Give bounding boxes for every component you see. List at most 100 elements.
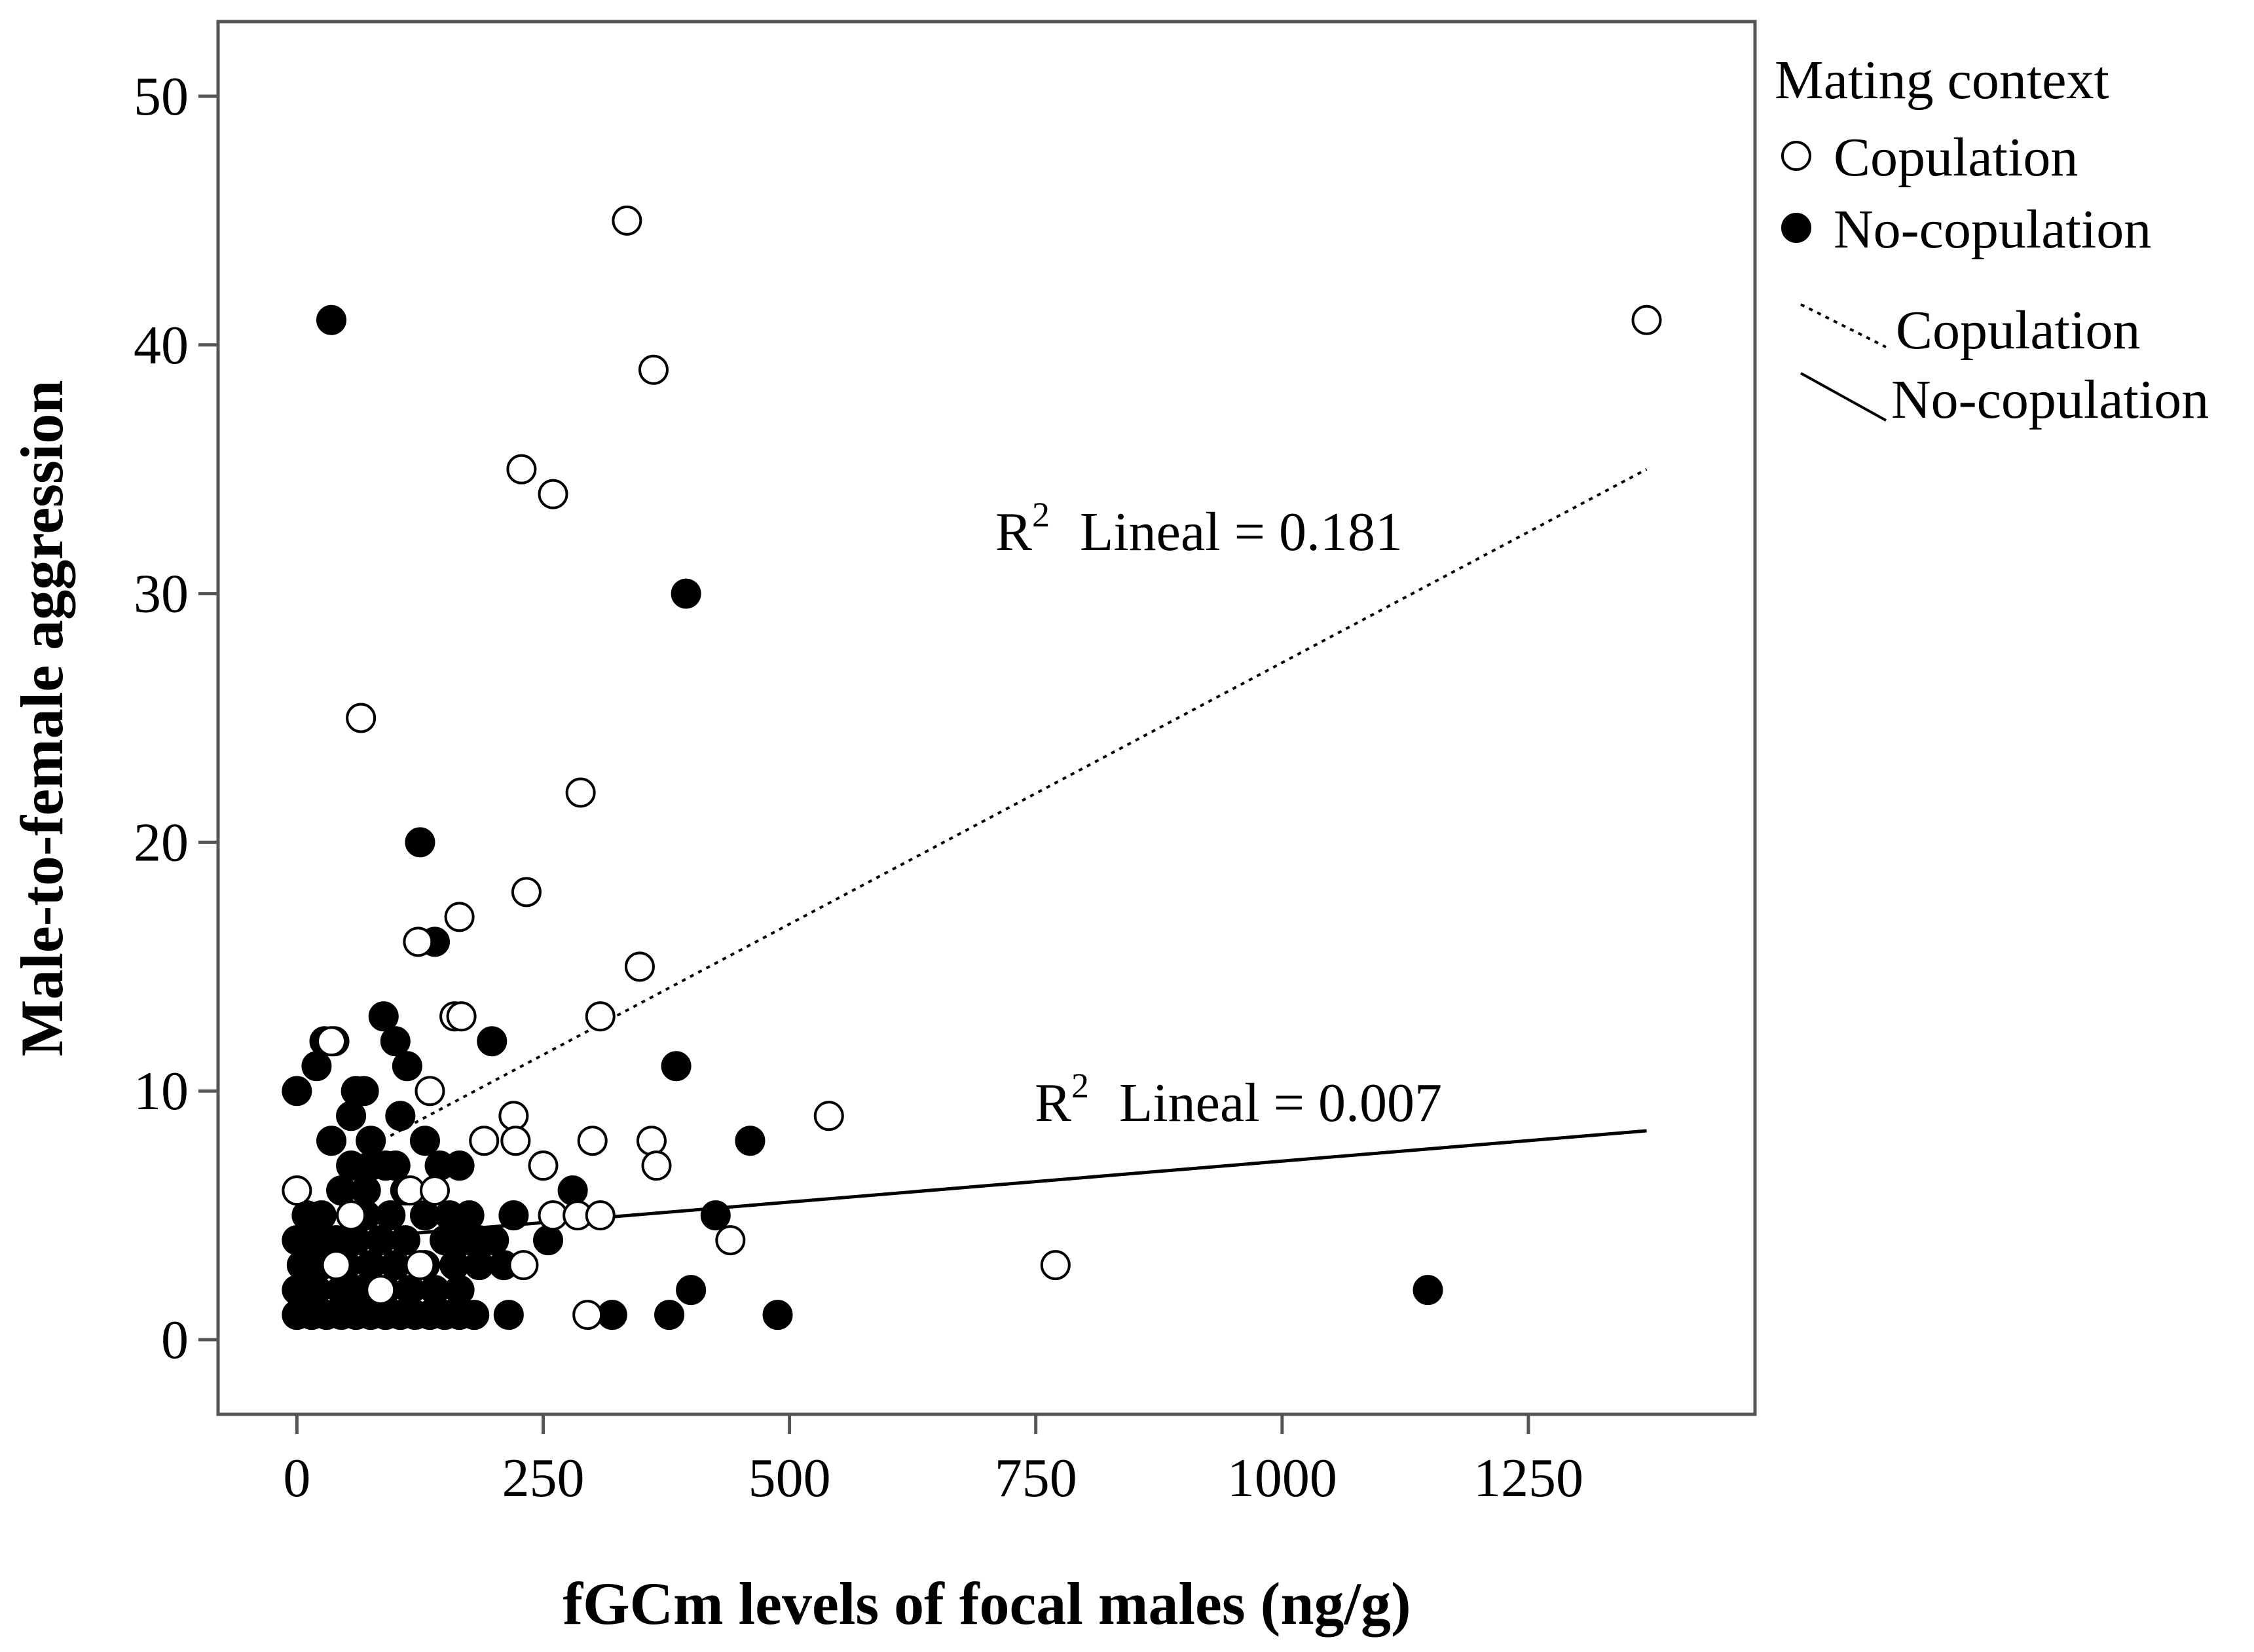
fit-line-copulation xyxy=(390,468,1648,1137)
data-point-no-copulation xyxy=(316,1126,347,1156)
r2-value-text: Lineal = 0.181 xyxy=(1080,502,1403,562)
data-point-no-copulation xyxy=(409,1126,440,1156)
data-point-no-copulation xyxy=(557,1175,588,1206)
data-point-copulation xyxy=(1631,304,1662,335)
data-point-copulation xyxy=(511,877,542,908)
data-point-no-copulation xyxy=(661,1051,692,1082)
data-point-copulation xyxy=(624,951,655,982)
data-point-no-copulation xyxy=(282,1076,312,1107)
data-point-copulation xyxy=(316,1026,347,1057)
data-point-no-copulation xyxy=(336,1101,367,1131)
y-tick-label: 50 xyxy=(134,66,189,127)
y-tick-label: 20 xyxy=(134,812,189,873)
data-point-no-copulation xyxy=(375,1200,406,1231)
x-tick-label: 500 xyxy=(748,1448,831,1509)
data-point-copulation xyxy=(538,479,568,509)
data-point-copulation xyxy=(500,1126,531,1156)
data-point-copulation xyxy=(636,1126,667,1156)
x-tick-label: 1250 xyxy=(1473,1448,1583,1509)
fit-lines xyxy=(390,468,1648,1238)
data-point-no-copulation xyxy=(454,1200,485,1231)
data-point-no-copulation xyxy=(444,1150,475,1181)
data-point-copulation xyxy=(577,1126,608,1156)
data-point-copulation xyxy=(282,1175,312,1206)
legend-marker-copulation xyxy=(1781,141,1811,171)
data-point-copulation xyxy=(321,1250,352,1281)
legend-marker-no-copulation xyxy=(1781,213,1811,243)
data-points xyxy=(282,205,1662,1331)
data-point-copulation xyxy=(444,902,475,932)
data-point-no-copulation xyxy=(498,1200,529,1231)
data-point-copulation xyxy=(498,1101,529,1131)
legend-line-label-copulation: Copulation xyxy=(1896,300,2140,361)
data-point-no-copulation xyxy=(368,1001,399,1032)
data-point-no-copulation xyxy=(316,304,347,335)
legend: Mating context Copulation No-copulation … xyxy=(1775,50,2209,430)
x-axis-title: fGCm levels of focal males (ng/g) xyxy=(563,1570,1411,1637)
x-tick-label: 250 xyxy=(502,1448,584,1509)
data-point-copulation xyxy=(638,354,669,385)
data-point-no-copulation xyxy=(350,1175,381,1206)
data-point-no-copulation xyxy=(700,1200,731,1231)
data-point-copulation xyxy=(572,1300,603,1331)
data-point-no-copulation xyxy=(380,1150,411,1181)
r2-annotation-copulation: R2 Lineal = 0.181 xyxy=(995,495,1403,562)
y-tick-label: 10 xyxy=(134,1061,189,1122)
data-point-copulation xyxy=(1040,1250,1071,1281)
data-point-copulation xyxy=(813,1101,844,1131)
data-point-copulation xyxy=(419,1175,450,1206)
data-point-copulation xyxy=(715,1225,746,1256)
data-point-copulation xyxy=(585,1001,616,1032)
legend-line-no-copulation xyxy=(1800,372,1887,422)
data-point-no-copulation xyxy=(392,1051,422,1082)
data-point-copulation xyxy=(469,1126,500,1156)
data-point-copulation xyxy=(612,205,642,236)
y-tick-label: 0 xyxy=(161,1310,189,1370)
data-point-no-copulation xyxy=(479,1225,509,1256)
data-point-no-copulation xyxy=(493,1300,524,1331)
legend-title: Mating context xyxy=(1775,50,2109,111)
data-point-no-copulation xyxy=(348,1076,379,1107)
data-point-copulation xyxy=(346,703,377,733)
data-point-copulation xyxy=(528,1150,559,1181)
data-point-copulation xyxy=(405,1250,435,1281)
data-point-no-copulation xyxy=(671,578,701,609)
x-axis: 0 250 500 750 1000 1250 xyxy=(283,1414,1583,1509)
data-point-no-copulation xyxy=(390,1225,420,1256)
data-point-no-copulation xyxy=(405,827,435,858)
r2-letter: R xyxy=(995,502,1032,562)
data-point-no-copulation xyxy=(676,1275,707,1306)
y-tick-label: 30 xyxy=(134,564,189,625)
r2-letter: R xyxy=(1035,1073,1071,1133)
y-axis-title: Male-to-female aggression xyxy=(9,380,75,1057)
r2-value-text: Lineal = 0.007 xyxy=(1119,1073,1442,1133)
data-point-copulation xyxy=(365,1275,396,1306)
data-point-copulation xyxy=(415,1076,445,1107)
data-point-no-copulation xyxy=(444,1275,475,1306)
x-tick-label: 0 xyxy=(283,1448,310,1509)
data-point-copulation xyxy=(446,1001,477,1032)
data-point-no-copulation xyxy=(762,1300,793,1331)
y-axis: 0 10 20 30 40 50 xyxy=(134,66,218,1370)
legend-line-label-no-copulation: No-copulation xyxy=(1891,369,2209,430)
x-tick-label: 1000 xyxy=(1227,1448,1337,1509)
data-point-no-copulation xyxy=(385,1101,416,1131)
legend-label-copulation: Copulation xyxy=(1834,127,2078,188)
legend-line-copulation xyxy=(1800,303,1887,348)
data-point-no-copulation xyxy=(477,1026,508,1057)
r2-annotation-no-copulation: R2 Lineal = 0.007 xyxy=(1035,1066,1442,1133)
plot-area-frame xyxy=(216,20,1757,1416)
data-point-no-copulation xyxy=(380,1026,411,1057)
data-point-copulation xyxy=(508,1250,539,1281)
data-point-copulation xyxy=(336,1200,367,1231)
data-point-copulation xyxy=(565,777,596,808)
data-point-no-copulation xyxy=(654,1300,685,1331)
y-tick-label: 40 xyxy=(134,315,189,376)
data-point-copulation xyxy=(641,1150,672,1181)
data-point-copulation xyxy=(506,454,537,485)
data-point-no-copulation xyxy=(301,1051,332,1082)
data-point-no-copulation xyxy=(533,1225,564,1256)
data-point-no-copulation xyxy=(459,1300,490,1331)
legend-label-no-copulation: No-copulation xyxy=(1834,199,2151,260)
